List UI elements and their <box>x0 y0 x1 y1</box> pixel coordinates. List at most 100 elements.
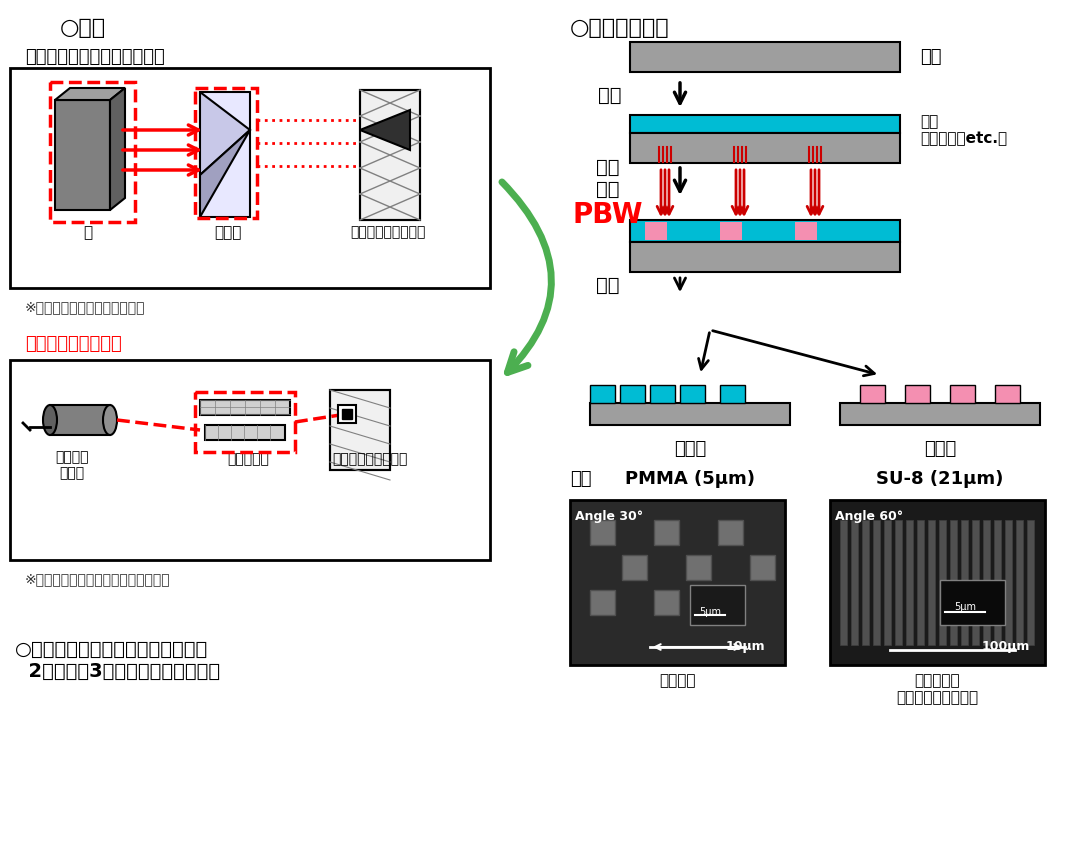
Text: Angle 60°: Angle 60° <box>835 510 903 523</box>
Bar <box>983 520 990 645</box>
Bar <box>622 555 647 580</box>
Bar <box>654 590 680 615</box>
Text: 直接
描画: 直接 描画 <box>597 158 620 199</box>
Text: ※露光の前にマスク製作が必要: ※露光の前にマスク製作が必要 <box>25 300 146 314</box>
Bar <box>840 403 1040 425</box>
Text: ○加工プロセス: ○加工プロセス <box>570 18 670 38</box>
Bar <box>840 520 847 645</box>
Bar <box>750 555 775 580</box>
Text: 現像: 現像 <box>597 275 620 295</box>
Text: Angle 30°: Angle 30° <box>575 510 644 523</box>
Bar <box>570 500 785 665</box>
Bar <box>338 405 356 423</box>
Bar <box>200 92 250 217</box>
Bar <box>851 520 858 645</box>
Bar <box>830 500 1045 665</box>
Polygon shape <box>56 88 125 100</box>
Bar <box>950 385 975 403</box>
Text: 100μm: 100μm <box>981 640 1030 653</box>
Bar <box>360 90 420 220</box>
Bar <box>862 520 869 645</box>
Bar <box>50 405 110 435</box>
Bar <box>972 520 979 645</box>
Bar <box>720 385 745 403</box>
Bar <box>645 222 666 240</box>
Text: 10μm: 10μm <box>725 640 764 653</box>
Text: 材料（レジスト等）: 材料（レジスト等） <box>351 225 426 239</box>
Bar <box>680 385 705 403</box>
Bar <box>654 520 680 545</box>
Bar <box>1027 520 1033 645</box>
Text: 例）: 例） <box>570 470 591 488</box>
Bar <box>686 555 711 580</box>
Bar <box>195 392 295 452</box>
Bar <box>631 220 900 242</box>
Bar <box>631 133 900 163</box>
Bar <box>10 360 490 560</box>
Text: 四角配列: 四角配列 <box>659 673 696 688</box>
Bar <box>330 390 390 470</box>
Bar <box>195 88 257 218</box>
Bar <box>860 385 885 403</box>
Bar <box>690 585 745 625</box>
Text: マスク: マスク <box>215 225 242 240</box>
Text: 5μm: 5μm <box>954 602 976 612</box>
Bar <box>590 385 615 403</box>
Bar <box>795 222 817 240</box>
Ellipse shape <box>103 405 117 435</box>
Bar <box>10 68 490 288</box>
Polygon shape <box>360 110 409 150</box>
Bar <box>940 580 1005 625</box>
Bar <box>650 385 675 403</box>
Bar <box>631 115 900 133</box>
Bar <box>884 520 891 645</box>
Bar <box>1016 520 1023 645</box>
Bar <box>590 520 615 545</box>
Bar <box>590 590 615 615</box>
Text: ※描画データを作るだけで描画が可能: ※描画データを作るだけで描画が可能 <box>25 572 171 586</box>
Bar <box>631 42 900 72</box>
Text: 製膜: 製膜 <box>598 86 622 104</box>
Text: 5μm: 5μm <box>699 607 721 617</box>
Bar <box>590 403 790 425</box>
Text: 試料
（レジストetc.）: 試料 （レジストetc.） <box>920 114 1007 146</box>
Bar <box>56 100 110 210</box>
Bar <box>330 390 390 470</box>
Bar <box>928 520 935 645</box>
Bar <box>917 520 923 645</box>
Text: ○誘電泳動デバイスをはじめ様々な
  2次元又は3次元の微細加工品製作: ○誘電泳動デバイスをはじめ様々な 2次元又は3次元の微細加工品製作 <box>15 640 220 681</box>
Text: ○特徴: ○特徴 <box>60 18 106 38</box>
Bar <box>631 242 900 272</box>
Bar <box>895 520 902 645</box>
Text: マスクプロセス（従来技術）: マスクプロセス（従来技術） <box>25 48 164 66</box>
Bar <box>50 82 135 222</box>
Text: ネガ型: ネガ型 <box>923 440 956 458</box>
Bar <box>939 520 946 645</box>
FancyArrowPatch shape <box>502 182 551 373</box>
Text: PMMA (5μm): PMMA (5μm) <box>625 470 755 488</box>
Bar <box>995 385 1020 403</box>
Text: 試料（レジスト等）: 試料（レジスト等） <box>332 452 407 466</box>
Bar <box>718 520 743 545</box>
Bar <box>342 409 352 419</box>
Bar <box>906 520 913 645</box>
Bar <box>960 520 968 645</box>
Polygon shape <box>110 88 125 210</box>
Text: スキャナー: スキャナー <box>228 452 269 466</box>
Bar <box>1005 520 1012 645</box>
Bar <box>720 222 742 240</box>
Text: SU-8 (21μm): SU-8 (21μm) <box>877 470 1004 488</box>
Bar <box>950 520 957 645</box>
Bar <box>360 90 420 220</box>
Text: マイクロ
ビーム: マイクロ ビーム <box>56 450 88 481</box>
Text: ピラー配列
（高アスペクト比）: ピラー配列 （高アスペクト比） <box>896 673 979 706</box>
Text: 光: 光 <box>84 225 93 240</box>
Ellipse shape <box>42 405 57 435</box>
Text: ポジ型: ポジ型 <box>674 440 706 458</box>
Bar <box>718 590 743 615</box>
Polygon shape <box>200 130 250 217</box>
Text: 基板: 基板 <box>920 48 942 66</box>
Bar <box>905 385 930 403</box>
Text: PBW: PBW <box>573 201 644 229</box>
Polygon shape <box>200 92 250 175</box>
